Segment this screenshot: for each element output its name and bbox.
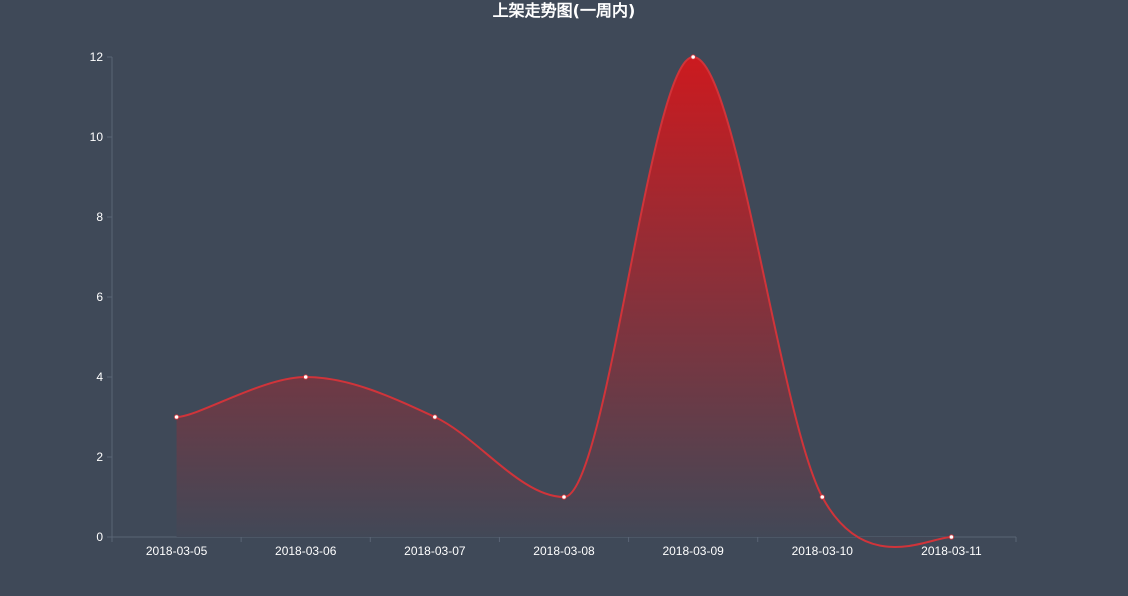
y-tick-label: 0	[96, 530, 103, 544]
x-tick-label: 2018-03-06	[275, 544, 337, 558]
series-line	[176, 55, 952, 548]
data-point-2018-03-09[interactable]	[690, 54, 696, 60]
y-tick-label: 12	[90, 50, 104, 64]
y-tick-label: 4	[96, 370, 103, 384]
data-point-2018-03-06[interactable]	[303, 374, 309, 380]
x-tick-label: 2018-03-10	[792, 544, 854, 558]
y-tick-label: 8	[96, 210, 103, 224]
x-tick-label: 2018-03-05	[146, 544, 208, 558]
data-point-2018-03-07[interactable]	[432, 414, 438, 420]
y-tick-label: 10	[90, 130, 104, 144]
area-fill-layer	[176, 57, 952, 547]
data-point-2018-03-05[interactable]	[173, 414, 180, 420]
x-tick-label: 2018-03-11	[921, 544, 982, 558]
chart-title: 上架走势图(一周内)	[492, 1, 636, 20]
x-tick-label: 2018-03-09	[662, 544, 724, 558]
data-point-2018-03-11[interactable]	[948, 534, 955, 540]
data-point-2018-03-10[interactable]	[819, 494, 825, 500]
y-tick-label: 2	[96, 450, 103, 464]
data-points-layer	[173, 54, 955, 540]
series-area	[176, 57, 952, 547]
x-tick-label: 2018-03-08	[533, 544, 595, 558]
data-point-2018-03-08[interactable]	[561, 494, 567, 500]
series-line-layer	[176, 55, 952, 548]
x-tick-label: 2018-03-07	[404, 544, 466, 558]
y-tick-label: 6	[96, 290, 103, 304]
tick-labels-layer: 0 2 4 6 8 10 12 2018-03-05 2018-03-06 2018-03-07 2…	[90, 50, 982, 558]
